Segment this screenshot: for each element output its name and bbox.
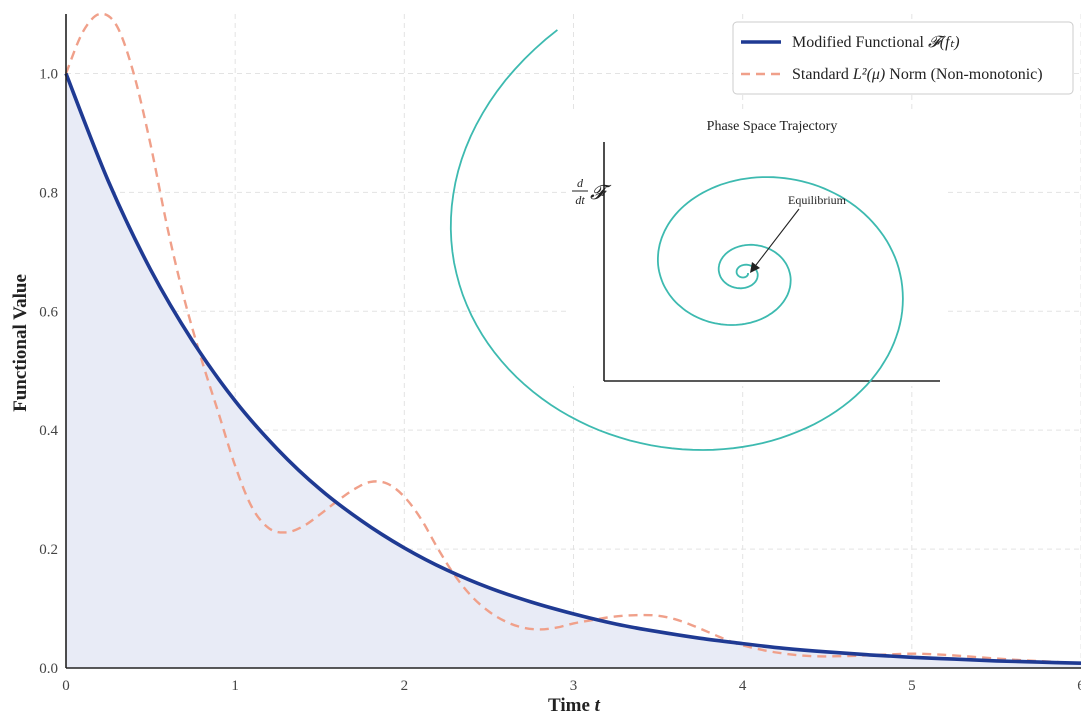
x-axis-label: Time t: [548, 695, 601, 716]
inset-annotation-arrow: [755, 208, 800, 266]
y-tick-label: 1.0: [39, 66, 58, 82]
y-tick-label: 0.6: [39, 304, 58, 320]
inset-annotation-equilibrium: Equilibrium: [788, 193, 847, 207]
y-axis-label: Functional Value: [10, 274, 31, 412]
y-ticks: 0.0 0.2 0.4 0.6 0.8 1.0: [39, 66, 58, 677]
x-tick-label: 4: [739, 678, 747, 694]
x-tick-label: 2: [401, 678, 409, 694]
x-tick-label: 3: [570, 678, 578, 694]
svg-text:dt: dt: [575, 193, 585, 207]
series-line-standard-norm: [64, 12, 1081, 665]
legend: Modified Functional 𝓕(fₜ) Standard L²(μ)…: [732, 21, 1074, 95]
legend-label-standard-norm: Standard L²(μ) Norm (Non-monotonic): [792, 66, 1043, 83]
x-tick-label: 0: [62, 678, 70, 694]
inset-background: [566, 110, 944, 386]
legend-box: [732, 21, 1074, 95]
inset-title: Phase Space Trajectory: [707, 119, 838, 134]
x-tick-label: 5: [908, 678, 916, 694]
inset-spiral-trajectory: [449, 29, 904, 451]
y-tick-label: 0.2: [39, 542, 58, 558]
x-ticks: 0 1 2 3 4 5 6: [62, 678, 1081, 694]
inset-arrowhead: [750, 262, 760, 273]
inset-phase-space: Phase Space Trajectory d dt 𝓕 Equilibriu…: [449, 29, 944, 451]
axes: [65, 14, 1081, 669]
legend-label-modified-functional: Modified Functional 𝓕(fₜ): [792, 34, 960, 51]
svg-text:d: d: [577, 176, 584, 190]
area-fill-modified-functional: [66, 73, 1081, 668]
x-tick-label: 1: [231, 678, 239, 694]
y-tick-label: 0.8: [39, 185, 58, 201]
y-tick-label: 0.0: [39, 661, 58, 677]
series-line-modified-functional: [64, 72, 1081, 665]
x-tick-label: 6: [1077, 678, 1081, 694]
y-tick-label: 0.4: [39, 423, 58, 439]
